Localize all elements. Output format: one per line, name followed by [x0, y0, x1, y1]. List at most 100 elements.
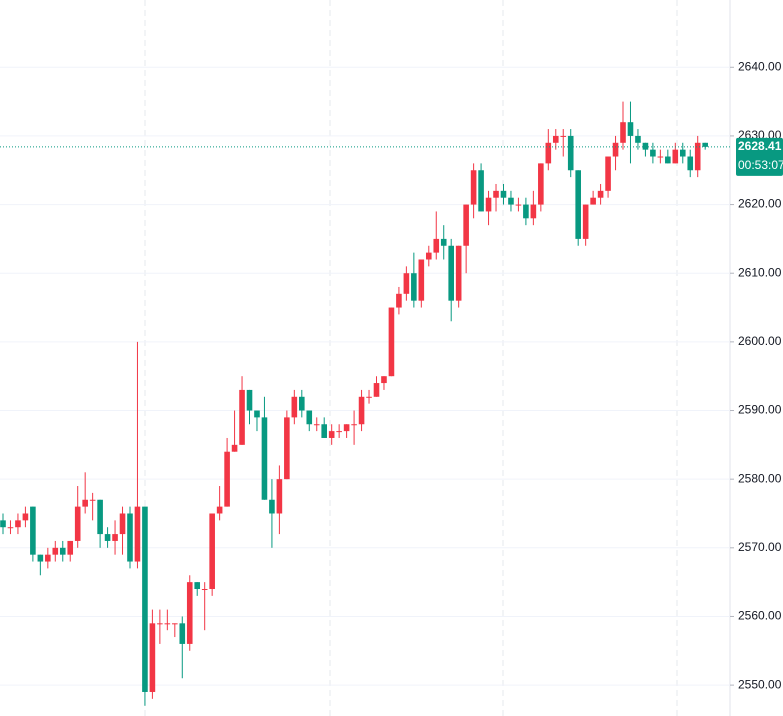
candle-body	[552, 135, 559, 143]
candle-body	[575, 170, 581, 239]
y-tick-label: 2590.00	[738, 403, 782, 417]
candle-body	[343, 424, 350, 432]
candle-body	[425, 252, 432, 260]
candle-body	[679, 149, 686, 157]
candle-body	[179, 623, 186, 644]
candle-body	[388, 307, 395, 377]
candle-body	[306, 410, 313, 425]
candle-body	[30, 506, 36, 555]
candle-body	[530, 204, 537, 219]
y-tick-label: 2550.00	[738, 677, 782, 691]
candle-body	[74, 506, 81, 541]
candle-body	[209, 513, 215, 590]
candle-body	[22, 513, 29, 521]
candle-body	[67, 540, 74, 555]
y-tick-label: 2570.00	[738, 540, 782, 554]
candle-body	[37, 554, 44, 562]
candle-body	[694, 142, 701, 171]
candle-body	[657, 156, 664, 158]
candle-body	[261, 417, 268, 500]
candle-body	[134, 506, 141, 562]
candle-body	[605, 156, 611, 191]
candle-body	[239, 389, 245, 445]
last-price-box	[736, 137, 783, 176]
candle-body	[0, 520, 6, 528]
candle-body	[523, 204, 529, 219]
candle-body	[246, 389, 253, 411]
candle-body	[127, 513, 133, 562]
candle-body	[373, 383, 380, 397]
candle-body	[366, 396, 372, 398]
candle-body	[254, 410, 260, 418]
candle-body	[358, 396, 365, 425]
candle-body	[172, 623, 178, 625]
y-tick-label: 2580.00	[738, 471, 782, 485]
candle-body	[687, 156, 694, 171]
candle-body	[448, 245, 454, 301]
y-tick-label: 2640.00	[738, 59, 782, 73]
time-grid	[144, 0, 678, 716]
candle-body	[7, 527, 14, 529]
candle-body	[321, 424, 328, 438]
candle-body	[381, 376, 387, 384]
candle-body	[463, 204, 469, 246]
candle-body	[284, 417, 290, 480]
candle-body	[142, 506, 148, 692]
candle-body	[515, 204, 522, 206]
y-tick-label: 2560.00	[738, 609, 782, 623]
candle-body	[411, 273, 417, 301]
candle-body	[336, 431, 342, 433]
candle-body	[620, 122, 626, 143]
candle-body	[538, 163, 544, 205]
candle-body	[433, 238, 440, 253]
candle-body	[157, 623, 163, 625]
candle-body	[612, 142, 619, 157]
candle-body	[560, 135, 567, 137]
candle-body	[59, 547, 66, 555]
candle-body	[597, 190, 604, 198]
candle-body	[635, 135, 641, 143]
candle-body	[97, 499, 103, 535]
candle-body	[642, 142, 649, 150]
candle-body	[276, 479, 283, 514]
candle-body	[485, 197, 492, 212]
candle-body	[224, 451, 230, 507]
candle-body	[470, 170, 477, 205]
candle-body	[104, 534, 111, 541]
candle-body	[82, 499, 88, 507]
candle-body	[164, 623, 171, 625]
candle-body	[328, 431, 335, 438]
candle-body	[403, 273, 410, 294]
candle-body	[478, 170, 484, 212]
candle-body	[194, 582, 201, 590]
candle-body	[313, 424, 320, 426]
candle-body	[112, 534, 118, 541]
candle-body	[627, 122, 634, 136]
y-tick-label: 2610.00	[738, 265, 782, 279]
candle-body	[455, 245, 462, 301]
last-price-label: 2628.41	[738, 139, 782, 153]
countdown-label: 00:53:07	[738, 158, 783, 172]
candle-body	[186, 582, 193, 644]
candle-body	[299, 396, 305, 411]
candle-body	[231, 444, 238, 452]
candle-body	[665, 156, 671, 164]
candle-body	[493, 190, 499, 198]
candle-body	[672, 149, 679, 164]
candle-body	[52, 547, 59, 555]
candle-body	[582, 204, 589, 239]
candle-body	[567, 135, 574, 171]
candle-body	[216, 506, 223, 514]
candle-body	[201, 589, 208, 591]
candle-body	[45, 554, 51, 562]
candle-body	[396, 293, 402, 308]
candle-body	[418, 259, 425, 301]
y-tick-label: 2620.00	[738, 197, 782, 211]
candle-body	[590, 197, 596, 205]
candle-body	[508, 197, 514, 205]
candle-body	[702, 142, 708, 147]
y-tick-label: 2600.00	[738, 334, 782, 348]
candle-body	[545, 142, 552, 164]
candle-body	[500, 190, 507, 198]
